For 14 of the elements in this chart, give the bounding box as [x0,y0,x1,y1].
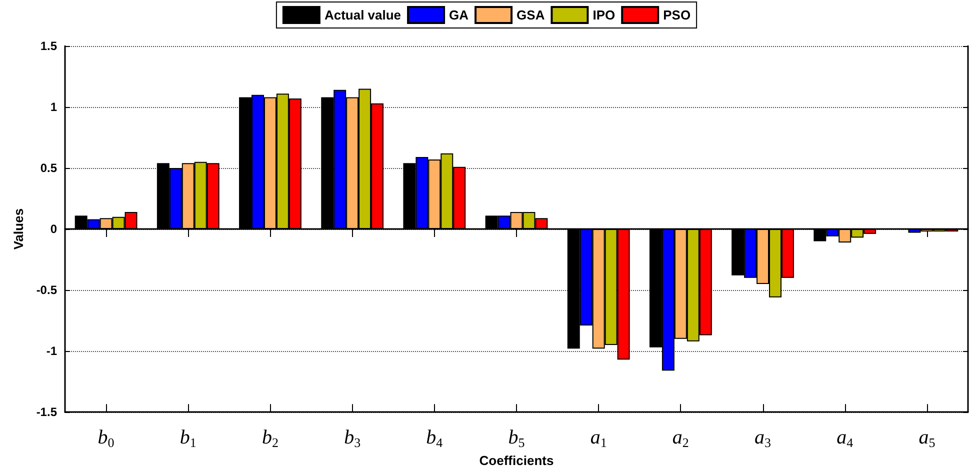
x-axis-title: Coefficients [479,453,554,468]
y-axis-title: Values [11,208,26,250]
y-tick-label: 0.5 [40,161,58,176]
legend-label: GA [449,8,470,22]
y-tick-label: 1.5 [40,39,58,53]
y-tick-label: -1.5 [36,405,58,420]
y-tick-label: 0 [50,222,58,236]
y-tick-label: -1 [46,344,58,358]
y-tick-label: 1 [50,100,58,114]
legend-label: Actual value [324,8,402,22]
legend-label: PSO [663,8,691,22]
y-tick-label: -0.5 [36,283,58,298]
legend-label: IPO [592,8,616,22]
legend-label: GSA [516,8,546,22]
